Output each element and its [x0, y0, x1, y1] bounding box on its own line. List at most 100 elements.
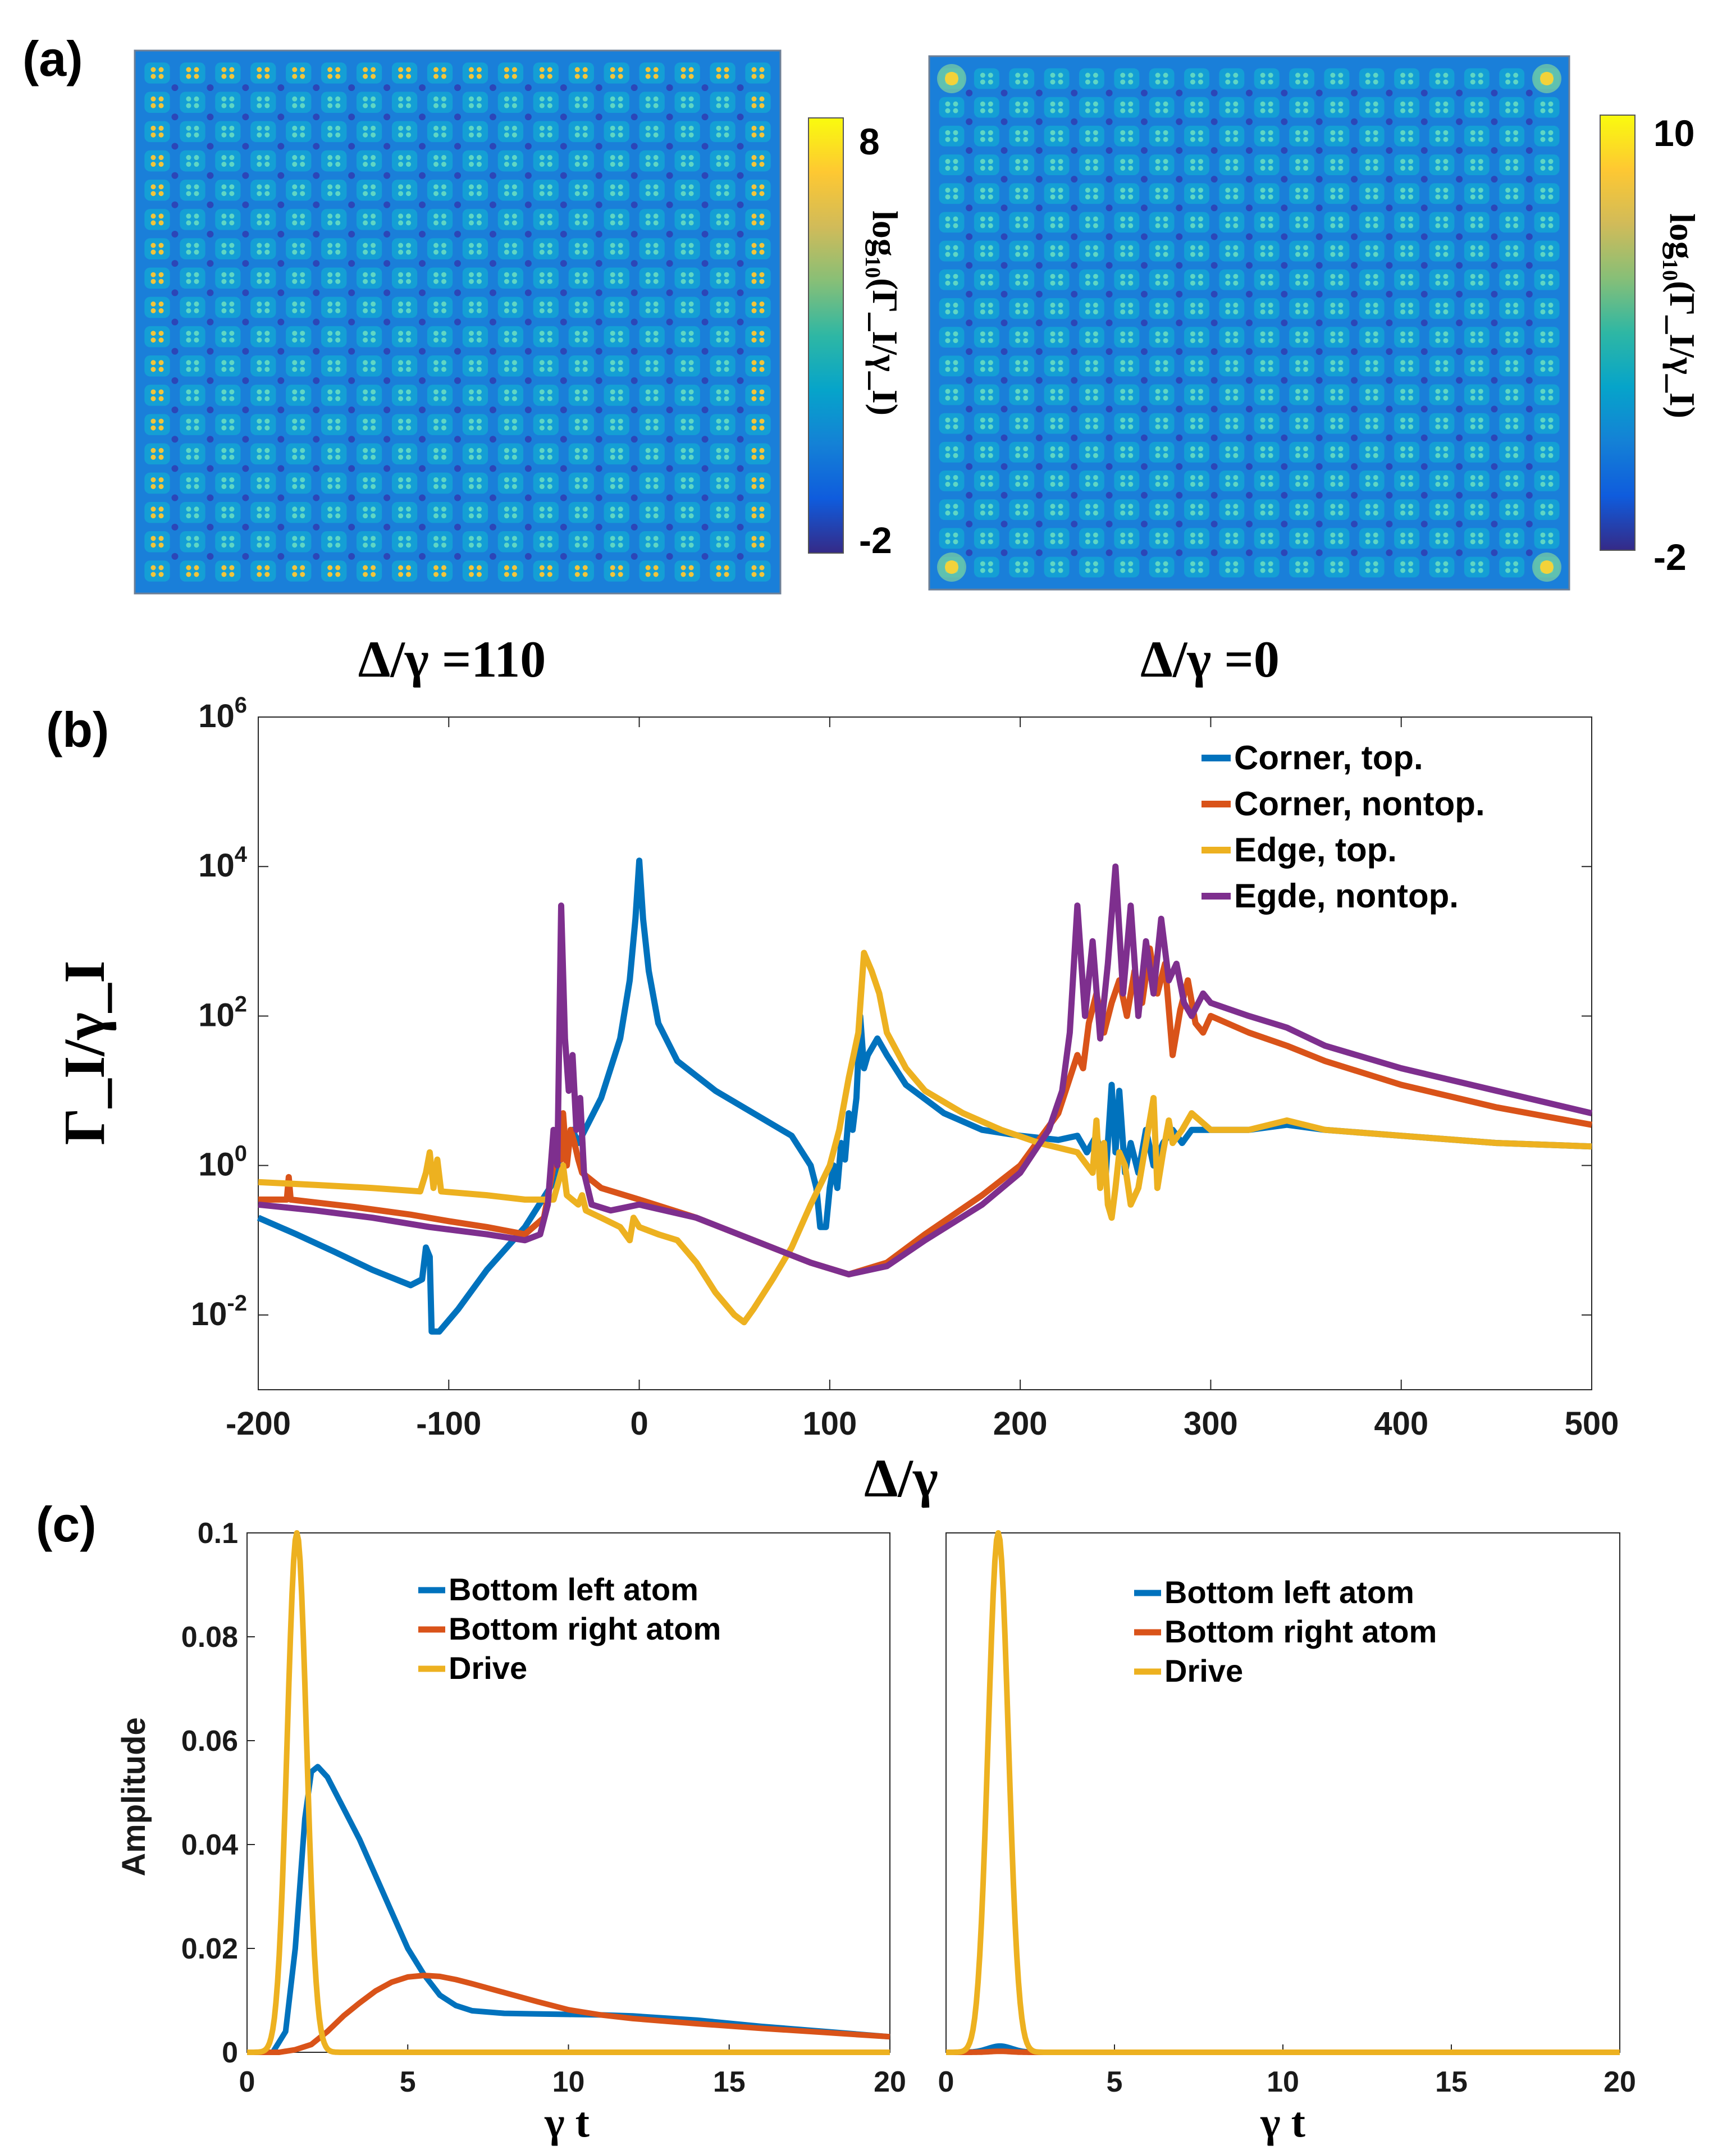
- lattice-atom: [1015, 395, 1021, 401]
- lattice-atom: [547, 337, 552, 343]
- lattice-site: [1429, 240, 1455, 262]
- lattice-atom: [1050, 446, 1056, 451]
- lattice-atom: [1478, 280, 1483, 286]
- lattice-atom: [582, 279, 588, 284]
- lattice-atom: [724, 96, 729, 102]
- lattice-atom: [582, 477, 588, 482]
- lattice-atom: [327, 243, 333, 248]
- lattice-gap: [1176, 492, 1183, 499]
- lattice-gap: [1456, 233, 1463, 240]
- lattice-atom: [1338, 481, 1344, 487]
- lattice-atom: [1015, 136, 1021, 142]
- lattice-site: [1009, 68, 1035, 89]
- lattice-gap: [524, 494, 532, 501]
- lattice-gap: [1140, 405, 1148, 413]
- lattice-atom: [1128, 72, 1134, 78]
- lattice-atom: [1295, 474, 1301, 480]
- lattice-atom: [300, 301, 305, 307]
- lattice-gap: [348, 377, 355, 384]
- lattice-atom: [645, 162, 651, 167]
- lattice-site: [462, 472, 488, 494]
- lattice-gap: [666, 494, 673, 501]
- lattice-atom: [1408, 424, 1414, 430]
- lattice-atom: [158, 249, 164, 255]
- lattice-atom: [468, 272, 474, 277]
- lattice-atom: [539, 272, 545, 277]
- lattice-atom: [1233, 389, 1239, 394]
- lattice-site: [1464, 269, 1490, 290]
- lattice-atom: [1513, 561, 1519, 567]
- lattice-atom: [751, 477, 757, 482]
- lattice-atom: [751, 125, 757, 131]
- lattice-atom: [1128, 309, 1134, 314]
- lattice-gap: [1140, 176, 1148, 183]
- lattice-atom: [511, 155, 517, 161]
- lattice-atom: [264, 191, 270, 197]
- lattice-atom: [1330, 79, 1336, 85]
- lattice-atom: [680, 301, 686, 307]
- lattice-gap: [1246, 118, 1253, 125]
- lattice-gap: [560, 436, 567, 443]
- lattice-atom: [468, 418, 474, 424]
- lattice-atom: [724, 542, 729, 548]
- lattice-gap: [737, 494, 744, 501]
- lattice-site: [1219, 269, 1245, 290]
- lattice-atom: [1198, 331, 1203, 337]
- lattice-site: [180, 92, 205, 113]
- lattice-atom: [1120, 568, 1126, 573]
- lattice-site: [745, 296, 771, 318]
- lattice-atom: [751, 360, 757, 366]
- lattice-atom: [618, 243, 623, 248]
- lattice-site: [356, 179, 382, 201]
- lattice-atom: [1443, 159, 1449, 165]
- lattice-atom: [1190, 389, 1195, 394]
- lattice-atom: [1190, 561, 1195, 567]
- lattice-gap: [595, 348, 602, 355]
- lattice-atom: [300, 477, 305, 482]
- lattice-gap: [1420, 463, 1428, 470]
- lattice-gap: [277, 318, 285, 326]
- lattice-atom: [1548, 194, 1554, 200]
- lattice-atom: [441, 132, 447, 138]
- lattice-atom: [1505, 159, 1511, 165]
- lattice-atom: [716, 220, 721, 226]
- lattice-gap: [666, 230, 673, 238]
- lattice-atom: [1513, 539, 1519, 545]
- lattice-atom: [158, 389, 164, 395]
- lattice-gap: [242, 260, 249, 267]
- lattice-gap: [1386, 147, 1393, 154]
- x-tick-label: 200: [993, 1405, 1048, 1442]
- lattice-gap: [560, 143, 567, 150]
- lattice-atom: [1120, 194, 1126, 200]
- lattice-atom: [433, 184, 439, 190]
- lattice-atom: [1478, 395, 1483, 401]
- lattice-atom: [539, 301, 545, 307]
- lattice-site: [1149, 471, 1175, 491]
- lattice-atom: [980, 561, 985, 567]
- lattice-atom: [1093, 309, 1098, 314]
- lattice-atom: [300, 308, 305, 313]
- lattice-atom: [511, 249, 517, 255]
- lattice-atom: [504, 279, 509, 284]
- lattice-gap: [348, 523, 355, 531]
- lattice-atom: [1225, 417, 1231, 423]
- lattice-site: [250, 531, 276, 553]
- lattice-atom: [688, 191, 694, 197]
- lattice-site: [639, 355, 665, 377]
- lattice-gap: [1281, 262, 1288, 269]
- lattice-site: [286, 385, 312, 406]
- lattice-atom: [1338, 101, 1344, 107]
- lattice-site: [497, 121, 524, 143]
- lattice-gap: [1351, 262, 1358, 269]
- lattice-atom: [158, 132, 164, 138]
- lattice-site: [939, 471, 965, 491]
- colorbar-a-right-axis-label: log₁₀(Γ_I/γ_I): [1662, 213, 1702, 418]
- lattice-atom: [221, 331, 227, 336]
- lattice-atom: [158, 396, 164, 401]
- lattice-atom: [582, 213, 588, 219]
- lattice-atom: [221, 96, 227, 102]
- lattice-atom: [1408, 417, 1414, 423]
- lattice-atom: [257, 74, 262, 79]
- lattice-atom: [398, 272, 404, 277]
- lattice-atom: [1435, 561, 1441, 567]
